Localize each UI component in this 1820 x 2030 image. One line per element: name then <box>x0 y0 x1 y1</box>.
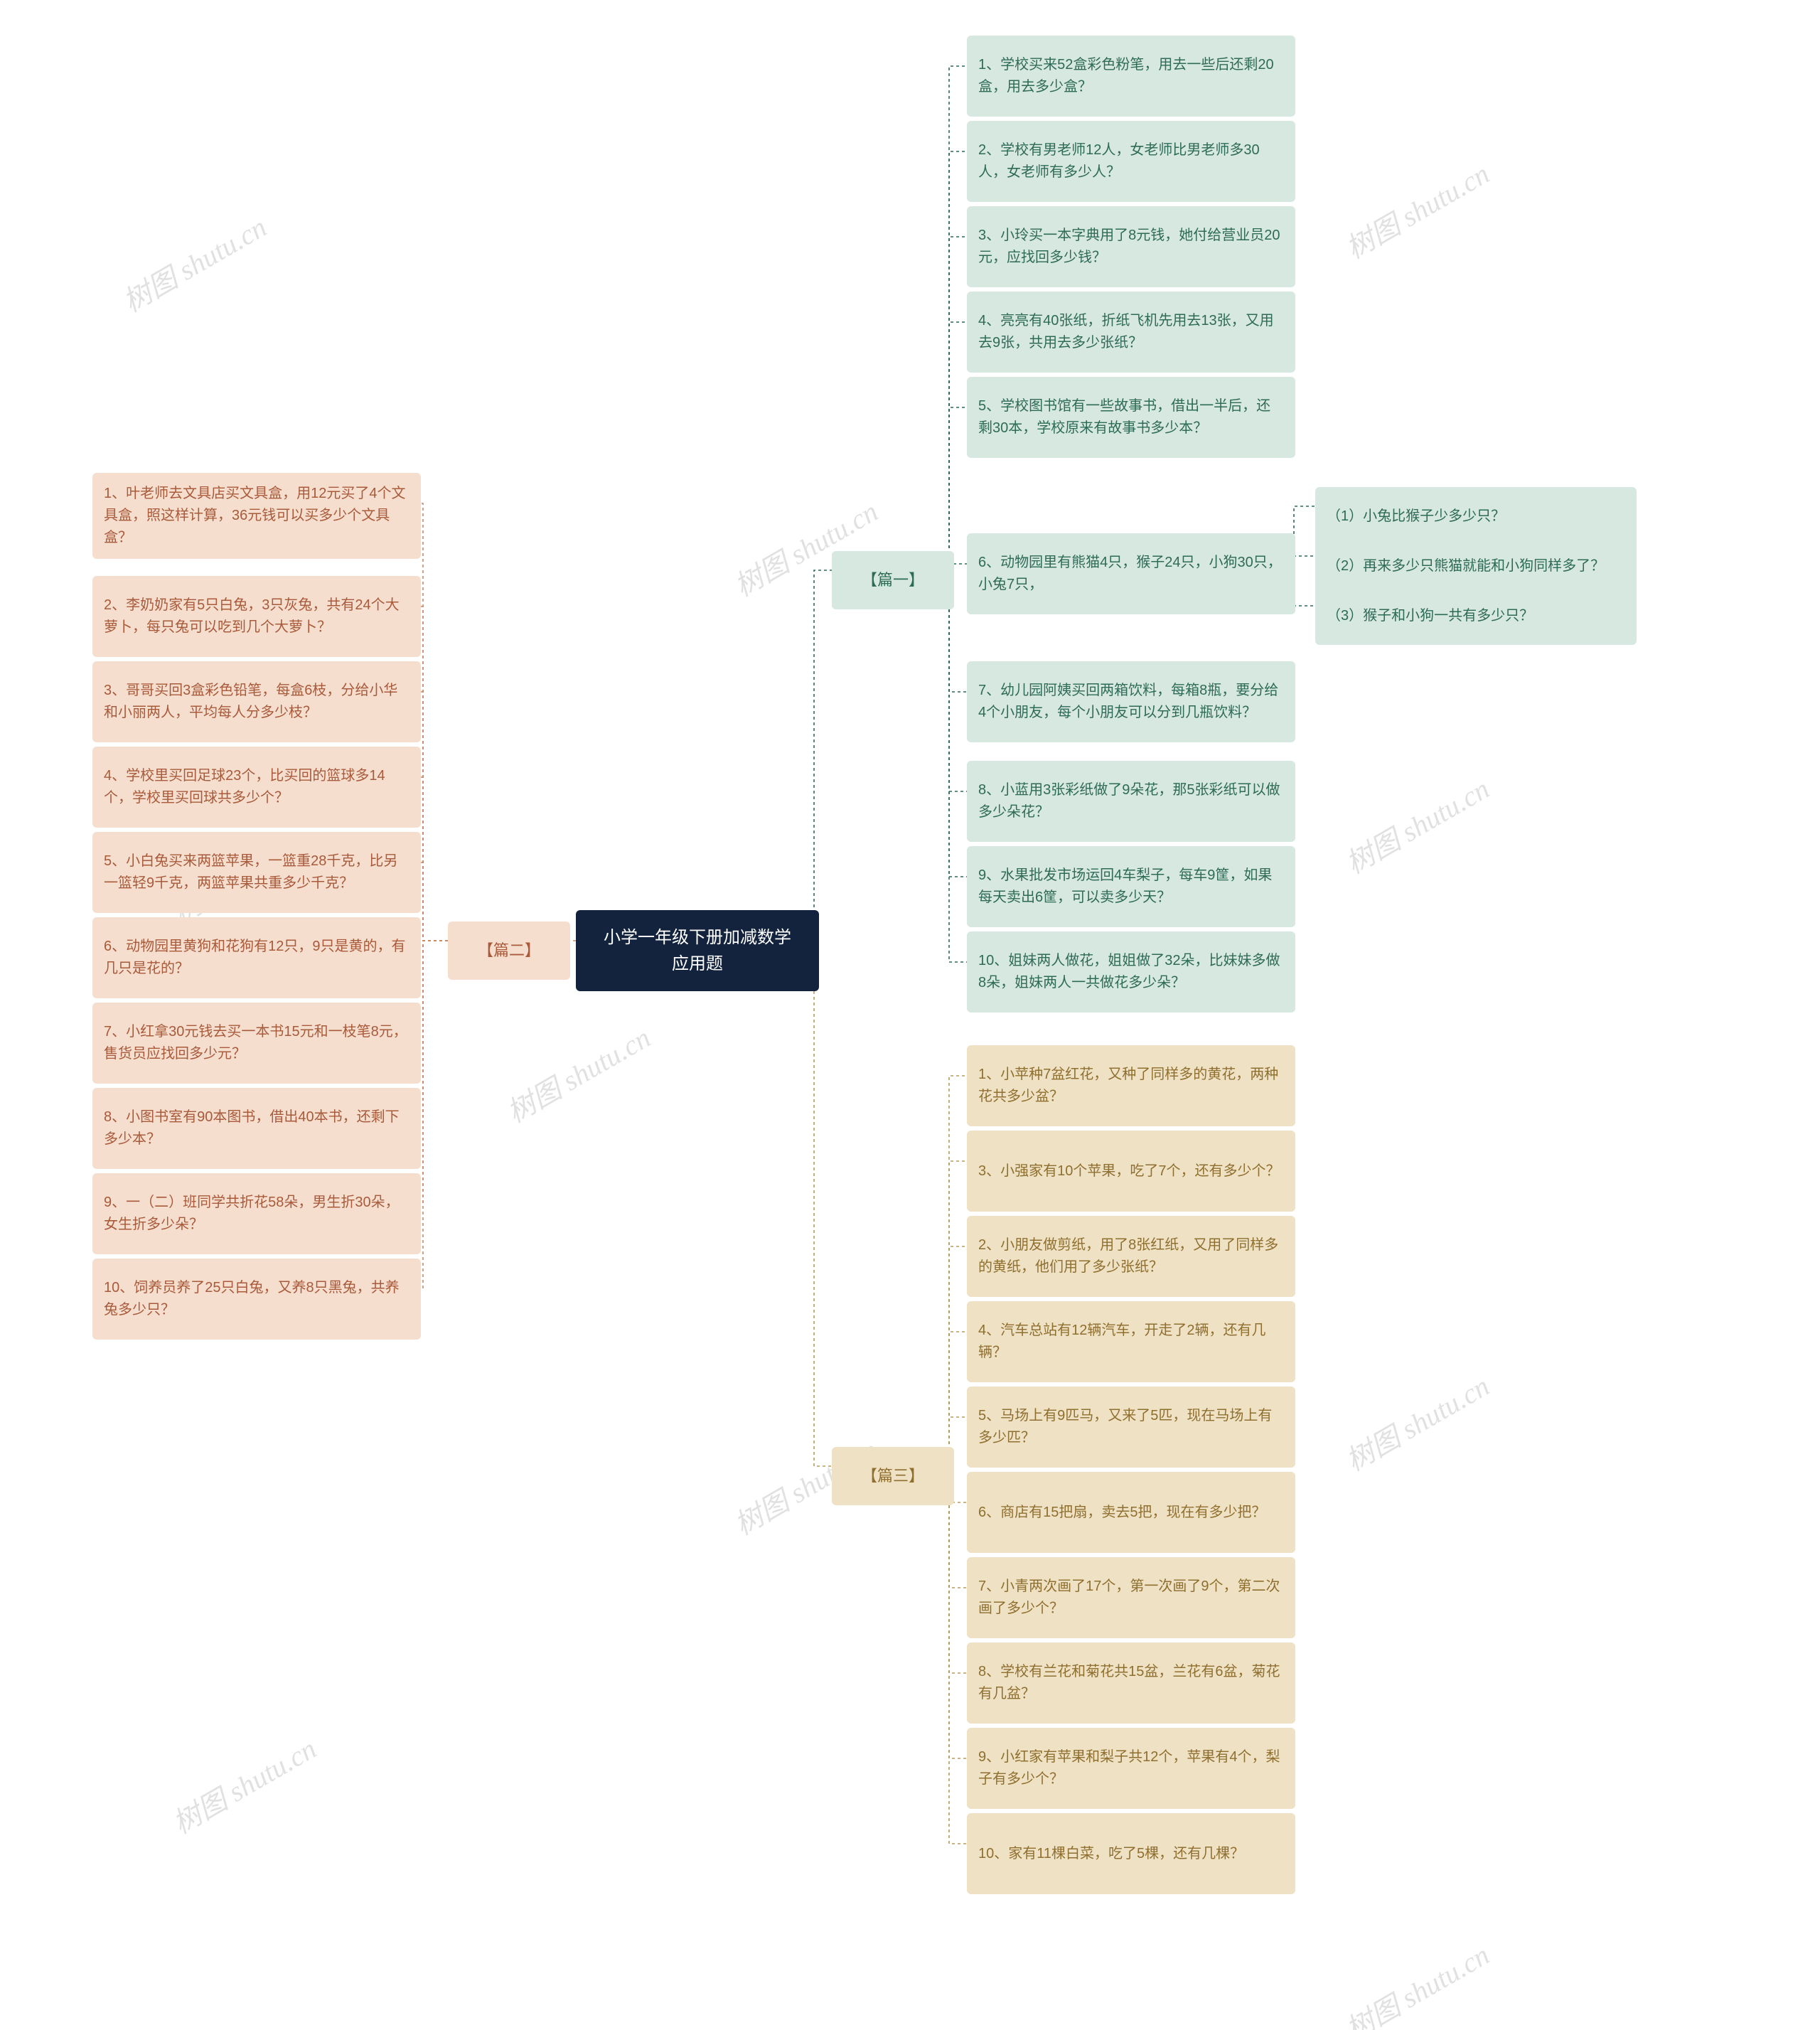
leaf-text: 9、小红家有苹果和梨子共12个，苹果有4个，梨子有多少个？ <box>978 1746 1284 1790</box>
section-node: 【篇二】 <box>448 921 570 980</box>
leaf-text: 1、叶老师去文具店买文具盒，用12元买了4个文具盒，照这样计算，36元钱可以买多… <box>104 483 410 549</box>
leaf-text: 6、动物园里有熊猫4只，猴子24只，小狗30只，小兔7只， <box>978 552 1284 596</box>
root-node: 小学一年级下册加减数学应用题 <box>576 910 819 991</box>
leaf-node: 4、汽车总站有12辆汽车，开走了2辆，还有几辆？ <box>967 1301 1295 1382</box>
leaf-text: 4、亮亮有40张纸，折纸飞机先用去13张，又用去9张，共用去多少张纸？ <box>978 310 1284 354</box>
leaf-node: 9、小红家有苹果和梨子共12个，苹果有4个，梨子有多少个？ <box>967 1728 1295 1809</box>
leaf-node: 7、小红拿30元钱去买一本书15元和一枝笔8元，售货员应找回多少元？ <box>92 1003 421 1084</box>
leaf-node: 3、小玲买一本字典用了8元钱，她付给营业员20元，应找回多少钱？ <box>967 206 1295 287</box>
sub-leaf-text: （3）猴子和小狗一共有多少只？ <box>1327 605 1533 627</box>
leaf-text: 5、马场上有9匹马，又来了5匹，现在马场上有多少匹？ <box>978 1405 1284 1449</box>
leaf-node: 1、叶老师去文具店买文具盒，用12元买了4个文具盒，照这样计算，36元钱可以买多… <box>92 473 421 559</box>
leaf-node: 5、小白兔买来两篮苹果，一篮重28千克，比另一篮轻9千克，两篮苹果共重多少千克？ <box>92 832 421 913</box>
sub-leaf-text: （1）小兔比猴子少多少只？ <box>1327 506 1505 528</box>
watermark: 树图 shutu.cn <box>114 205 273 320</box>
leaf-node: 7、小青两次画了17个，第一次画了9个，第二次画了多少个？ <box>967 1557 1295 1638</box>
leaf-text: 2、小朋友做剪纸，用了8张红纸，又用了同样多的黄纸，他们用了多少张纸？ <box>978 1234 1284 1278</box>
leaf-node: 4、亮亮有40张纸，折纸飞机先用去13张，又用去9张，共用去多少张纸？ <box>967 292 1295 373</box>
leaf-text: 10、家有11棵白菜，吃了5棵，还有几棵？ <box>978 1843 1244 1865</box>
leaf-node: 2、李奶奶家有5只白兔，3只灰兔，共有24个大萝卜，每只兔可以吃到几个大萝卜？ <box>92 576 421 657</box>
leaf-text: 4、汽车总站有12辆汽车，开走了2辆，还有几辆？ <box>978 1320 1284 1364</box>
leaf-text: 7、小红拿30元钱去买一本书15元和一枝笔8元，售货员应找回多少元？ <box>104 1021 410 1065</box>
section-label: 【篇一】 <box>862 568 924 592</box>
leaf-node: 1、小苹种7盆红花，又种了同样多的黄花，两种花共多少盆？ <box>967 1045 1295 1126</box>
leaf-text: 6、动物园里黄狗和花狗有12只，9只是黄的，有几只是花的？ <box>104 936 410 980</box>
leaf-text: 8、学校有兰花和菊花共15盆，兰花有6盆，菊花有几盆？ <box>978 1661 1284 1705</box>
leaf-node: 7、幼儿园阿姨买回两箱饮料，每箱8瓶，要分给4个小朋友，每个小朋友可以分到几瓶饮… <box>967 661 1295 742</box>
leaf-text: 10、饲养员养了25只白兔，又养8只黑兔，共养兔多少只？ <box>104 1277 410 1321</box>
leaf-text: 8、小图书室有90本图书，借出40本书，还剩下多少本？ <box>104 1106 410 1150</box>
leaf-node: 6、动物园里黄狗和花狗有12只，9只是黄的，有几只是花的？ <box>92 917 421 998</box>
leaf-text: 2、李奶奶家有5只白兔，3只灰兔，共有24个大萝卜，每只兔可以吃到几个大萝卜？ <box>104 594 410 639</box>
leaf-text: 3、小强家有10个苹果，吃了7个，还有多少个？ <box>978 1160 1280 1182</box>
leaf-node: 4、学校里买回足球23个，比买回的篮球多14个，学校里买回球共多少个？ <box>92 747 421 828</box>
sub-leaf-text: （2）再来多少只熊猫就能和小狗同样多了？ <box>1327 555 1605 577</box>
leaf-node: 8、小蓝用3张彩纸做了9朵花，那5张彩纸可以做多少朵花？ <box>967 761 1295 842</box>
watermark: 树图 shutu.cn <box>1337 151 1496 267</box>
leaf-node: 5、学校图书馆有一些故事书，借出一半后，还剩30本，学校原来有故事书多少本？ <box>967 377 1295 458</box>
leaf-node: 3、小强家有10个苹果，吃了7个，还有多少个？ <box>967 1131 1295 1212</box>
leaf-node: 6、商店有15把扇，卖去5把，现在有多少把？ <box>967 1472 1295 1553</box>
leaf-node: 5、马场上有9匹马，又来了5匹，现在马场上有多少匹？ <box>967 1387 1295 1468</box>
watermark: 树图 shutu.cn <box>1337 1933 1496 2030</box>
leaf-text: 9、一（二）班同学共折花58朵，男生折30朵，女生折多少朵？ <box>104 1192 410 1236</box>
section-node: 【篇一】 <box>832 551 954 609</box>
leaf-text: 2、学校有男老师12人，女老师比男老师多30人，女老师有多少人？ <box>978 139 1284 183</box>
leaf-text: 9、水果批发市场运回4车梨子，每车9筐，如果每天卖出6筐，可以卖多少天？ <box>978 865 1284 909</box>
root-text: 小学一年级下册加减数学应用题 <box>604 924 791 977</box>
section-node: 【篇三】 <box>832 1447 954 1505</box>
watermark: 树图 shutu.cn <box>498 1015 657 1131</box>
leaf-node: 9、一（二）班同学共折花58朵，男生折30朵，女生折多少朵？ <box>92 1173 421 1254</box>
leaf-node: 9、水果批发市场运回4车梨子，每车9筐，如果每天卖出6筐，可以卖多少天？ <box>967 846 1295 927</box>
leaf-text: 8、小蓝用3张彩纸做了9朵花，那5张彩纸可以做多少朵花？ <box>978 779 1284 823</box>
leaf-node: 2、学校有男老师12人，女老师比男老师多30人，女老师有多少人？ <box>967 121 1295 202</box>
leaf-text: 1、学校买来52盒彩色粉笔，用去一些后还剩20盒，用去多少盒？ <box>978 54 1284 98</box>
section-label: 【篇三】 <box>862 1464 924 1488</box>
leaf-node: 1、学校买来52盒彩色粉笔，用去一些后还剩20盒，用去多少盒？ <box>967 36 1295 117</box>
leaf-node: 6、动物园里有熊猫4只，猴子24只，小狗30只，小兔7只， <box>967 533 1295 614</box>
leaf-node: 3、哥哥买回3盒彩色铅笔，每盒6枝，分给小华和小丽两人，平均每人分多少枝？ <box>92 661 421 742</box>
leaf-node: 8、小图书室有90本图书，借出40本书，还剩下多少本？ <box>92 1088 421 1169</box>
leaf-text: 5、小白兔买来两篮苹果，一篮重28千克，比另一篮轻9千克，两篮苹果共重多少千克？ <box>104 850 410 894</box>
watermark: 树图 shutu.cn <box>164 1726 323 1842</box>
leaf-text: 4、学校里买回足球23个，比买回的篮球多14个，学校里买回球共多少个？ <box>104 765 410 809</box>
leaf-node: 8、学校有兰花和菊花共15盆，兰花有6盆，菊花有几盆？ <box>967 1642 1295 1724</box>
leaf-text: 6、商店有15把扇，卖去5把，现在有多少把？ <box>978 1502 1266 1524</box>
mindmap-canvas: 树图 shutu.cn 树图 shutu.cn 树图 shutu.cn 树图 shut… <box>0 0 1820 2030</box>
leaf-text: 7、幼儿园阿姨买回两箱饮料，每箱8瓶，要分给4个小朋友，每个小朋友可以分到几瓶饮… <box>978 680 1284 724</box>
watermark: 树图 shutu.cn <box>1337 1364 1496 1479</box>
watermark: 树图 shutu.cn <box>1337 766 1496 882</box>
section-label: 【篇二】 <box>478 939 540 963</box>
leaf-node: 10、家有11棵白菜，吃了5棵，还有几棵？ <box>967 1813 1295 1894</box>
leaf-text: 10、姐妹两人做花，姐姐做了32朵，比妹妹多做8朵，姐妹两人一共做花多少朵？ <box>978 950 1284 994</box>
leaf-text: 3、小玲买一本字典用了8元钱，她付给营业员20元，应找回多少钱？ <box>978 225 1284 269</box>
leaf-node: 10、姐妹两人做花，姐姐做了32朵，比妹妹多做8朵，姐妹两人一共做花多少朵？ <box>967 931 1295 1013</box>
leaf-node: 10、饲养员养了25只白兔，又养8只黑兔，共养兔多少只？ <box>92 1259 421 1340</box>
leaf-text: 7、小青两次画了17个，第一次画了9个，第二次画了多少个？ <box>978 1576 1284 1620</box>
leaf-text: 5、学校图书馆有一些故事书，借出一半后，还剩30本，学校原来有故事书多少本？ <box>978 395 1284 439</box>
leaf-text: 1、小苹种7盆红花，又种了同样多的黄花，两种花共多少盆？ <box>978 1064 1284 1108</box>
leaf-text: 3、哥哥买回3盒彩色铅笔，每盒6枝，分给小华和小丽两人，平均每人分多少枝？ <box>104 680 410 724</box>
leaf-node: 2、小朋友做剪纸，用了8张红纸，又用了同样多的黄纸，他们用了多少张纸？ <box>967 1216 1295 1297</box>
sub-leaf-node: （3）猴子和小狗一共有多少只？ <box>1315 587 1637 645</box>
